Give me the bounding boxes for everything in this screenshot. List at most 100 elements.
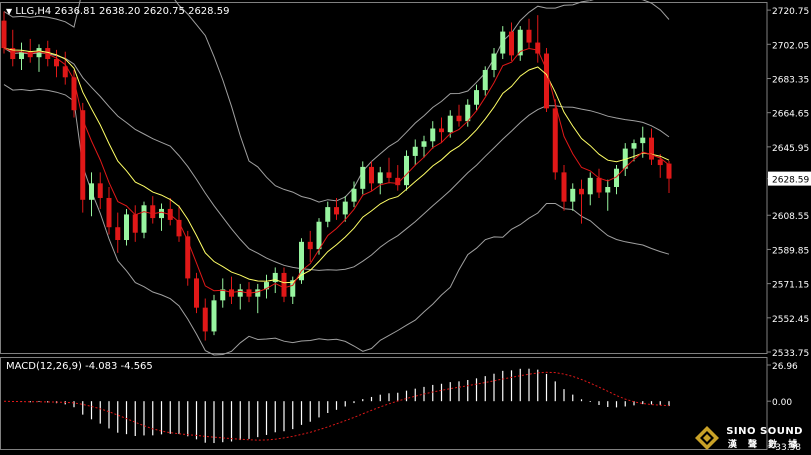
candle-body xyxy=(631,143,637,149)
candle-body xyxy=(404,155,409,186)
price-tick-label: 2645.95 xyxy=(772,144,809,154)
candle-body xyxy=(587,177,593,195)
candle-body xyxy=(465,104,471,122)
price-tick-label: 2702.05 xyxy=(772,41,809,51)
macd-tick-label: 0.00 xyxy=(772,398,792,408)
candle-body xyxy=(526,29,532,43)
candle-body xyxy=(509,31,514,56)
candle-body xyxy=(115,227,121,241)
candle-body xyxy=(299,241,304,281)
candle-body xyxy=(579,188,584,195)
candle-body xyxy=(377,172,383,184)
candle-body xyxy=(517,29,523,56)
candle-body xyxy=(439,128,444,133)
candle-body xyxy=(386,172,392,178)
candle-body xyxy=(1,20,7,49)
candle-body xyxy=(649,137,654,160)
bollinger-middle-line xyxy=(3,47,670,271)
main-header: ▼ LLG,H4 2636.81 2638.20 2620.75 2628.59 xyxy=(6,6,229,17)
candle-body xyxy=(307,241,313,250)
current-price-box xyxy=(768,171,811,186)
candle-body xyxy=(351,188,357,202)
candle-body xyxy=(237,289,243,297)
candle-body xyxy=(27,51,33,58)
candle-body xyxy=(290,280,296,297)
candle-body xyxy=(666,163,672,179)
candle-body xyxy=(159,208,164,219)
candle-body xyxy=(544,53,549,109)
candle-body xyxy=(71,77,77,111)
symbol-label: LLG,H4 xyxy=(15,6,52,17)
macd-tick-label: 26.96 xyxy=(772,362,798,372)
candle-body xyxy=(570,188,576,202)
candle-body xyxy=(596,177,602,193)
candle-body xyxy=(185,236,191,279)
price-tick-label: 2552.45 xyxy=(772,315,809,325)
candle-body xyxy=(614,168,619,187)
candle-body xyxy=(97,183,103,198)
candle-body xyxy=(605,186,611,193)
candle-body xyxy=(369,166,374,184)
logo-icon xyxy=(695,426,720,450)
price-tick-label: 2608.55 xyxy=(772,212,809,222)
logo-text-en: SINO SOUND xyxy=(726,426,803,437)
candle-body xyxy=(360,166,366,189)
main-pane-frame xyxy=(0,2,768,354)
candle-body xyxy=(202,307,208,332)
macd-header: MACD(12,26,9) -4.083 -4.565 xyxy=(6,361,153,372)
moving-average-slow-line xyxy=(3,47,670,284)
candle-body xyxy=(412,146,418,156)
candle-body xyxy=(281,272,287,297)
candle-body xyxy=(342,201,348,215)
candle-body xyxy=(482,69,488,91)
macd-tick-label: -33.38 xyxy=(772,443,801,453)
candle-body xyxy=(176,219,182,237)
candle-body xyxy=(220,289,226,301)
candle-body xyxy=(255,289,261,297)
price-tick-label: 2628.59 xyxy=(772,176,809,186)
candle-body xyxy=(640,137,646,144)
candle-body xyxy=(211,300,217,332)
candle-body xyxy=(272,272,278,283)
moving-average-fast-line xyxy=(3,47,670,294)
dropdown-triangle-icon[interactable]: ▼ xyxy=(6,7,13,16)
candle-body xyxy=(474,90,479,105)
candle-body xyxy=(124,214,129,241)
candle-body xyxy=(395,177,401,186)
candle-body xyxy=(54,59,59,67)
ohlc-label: 2636.81 2638.20 2620.75 2628.59 xyxy=(54,6,230,17)
macd-signal-line xyxy=(3,371,670,441)
price-tick-label: 2589.85 xyxy=(772,246,809,256)
candle-body xyxy=(500,31,506,54)
price-tick-label: 2683.35 xyxy=(772,75,809,85)
bollinger-lower-line xyxy=(3,84,670,356)
candle-body xyxy=(89,183,94,200)
candle-body xyxy=(552,108,558,173)
candle-body xyxy=(36,48,42,58)
candle-body xyxy=(45,48,51,60)
candle-body xyxy=(80,110,86,200)
candle-body xyxy=(141,205,147,233)
candle-body xyxy=(561,172,567,202)
price-tick-label: 2533.75 xyxy=(772,349,809,359)
candle-body xyxy=(132,214,138,233)
candle-body xyxy=(456,115,462,122)
logo-text-cn: 漢 聲 數 據 xyxy=(727,440,802,450)
candle-body xyxy=(19,51,24,60)
candle-body xyxy=(325,207,331,222)
price-tick-label: 2664.65 xyxy=(772,110,809,120)
price-tick-label: 2720.75 xyxy=(772,7,809,17)
watermark-logo: SINO SOUND 漢 聲 數 據 xyxy=(694,425,803,451)
candle-body xyxy=(430,128,436,142)
candle-body xyxy=(194,278,199,308)
candle-body xyxy=(622,148,628,169)
candle-body xyxy=(334,207,339,215)
candle-body xyxy=(421,141,427,147)
candle-body xyxy=(150,205,156,219)
candle-body xyxy=(10,48,16,60)
candle-body xyxy=(264,282,269,290)
candle-body xyxy=(62,66,68,78)
candle-body xyxy=(106,197,112,228)
